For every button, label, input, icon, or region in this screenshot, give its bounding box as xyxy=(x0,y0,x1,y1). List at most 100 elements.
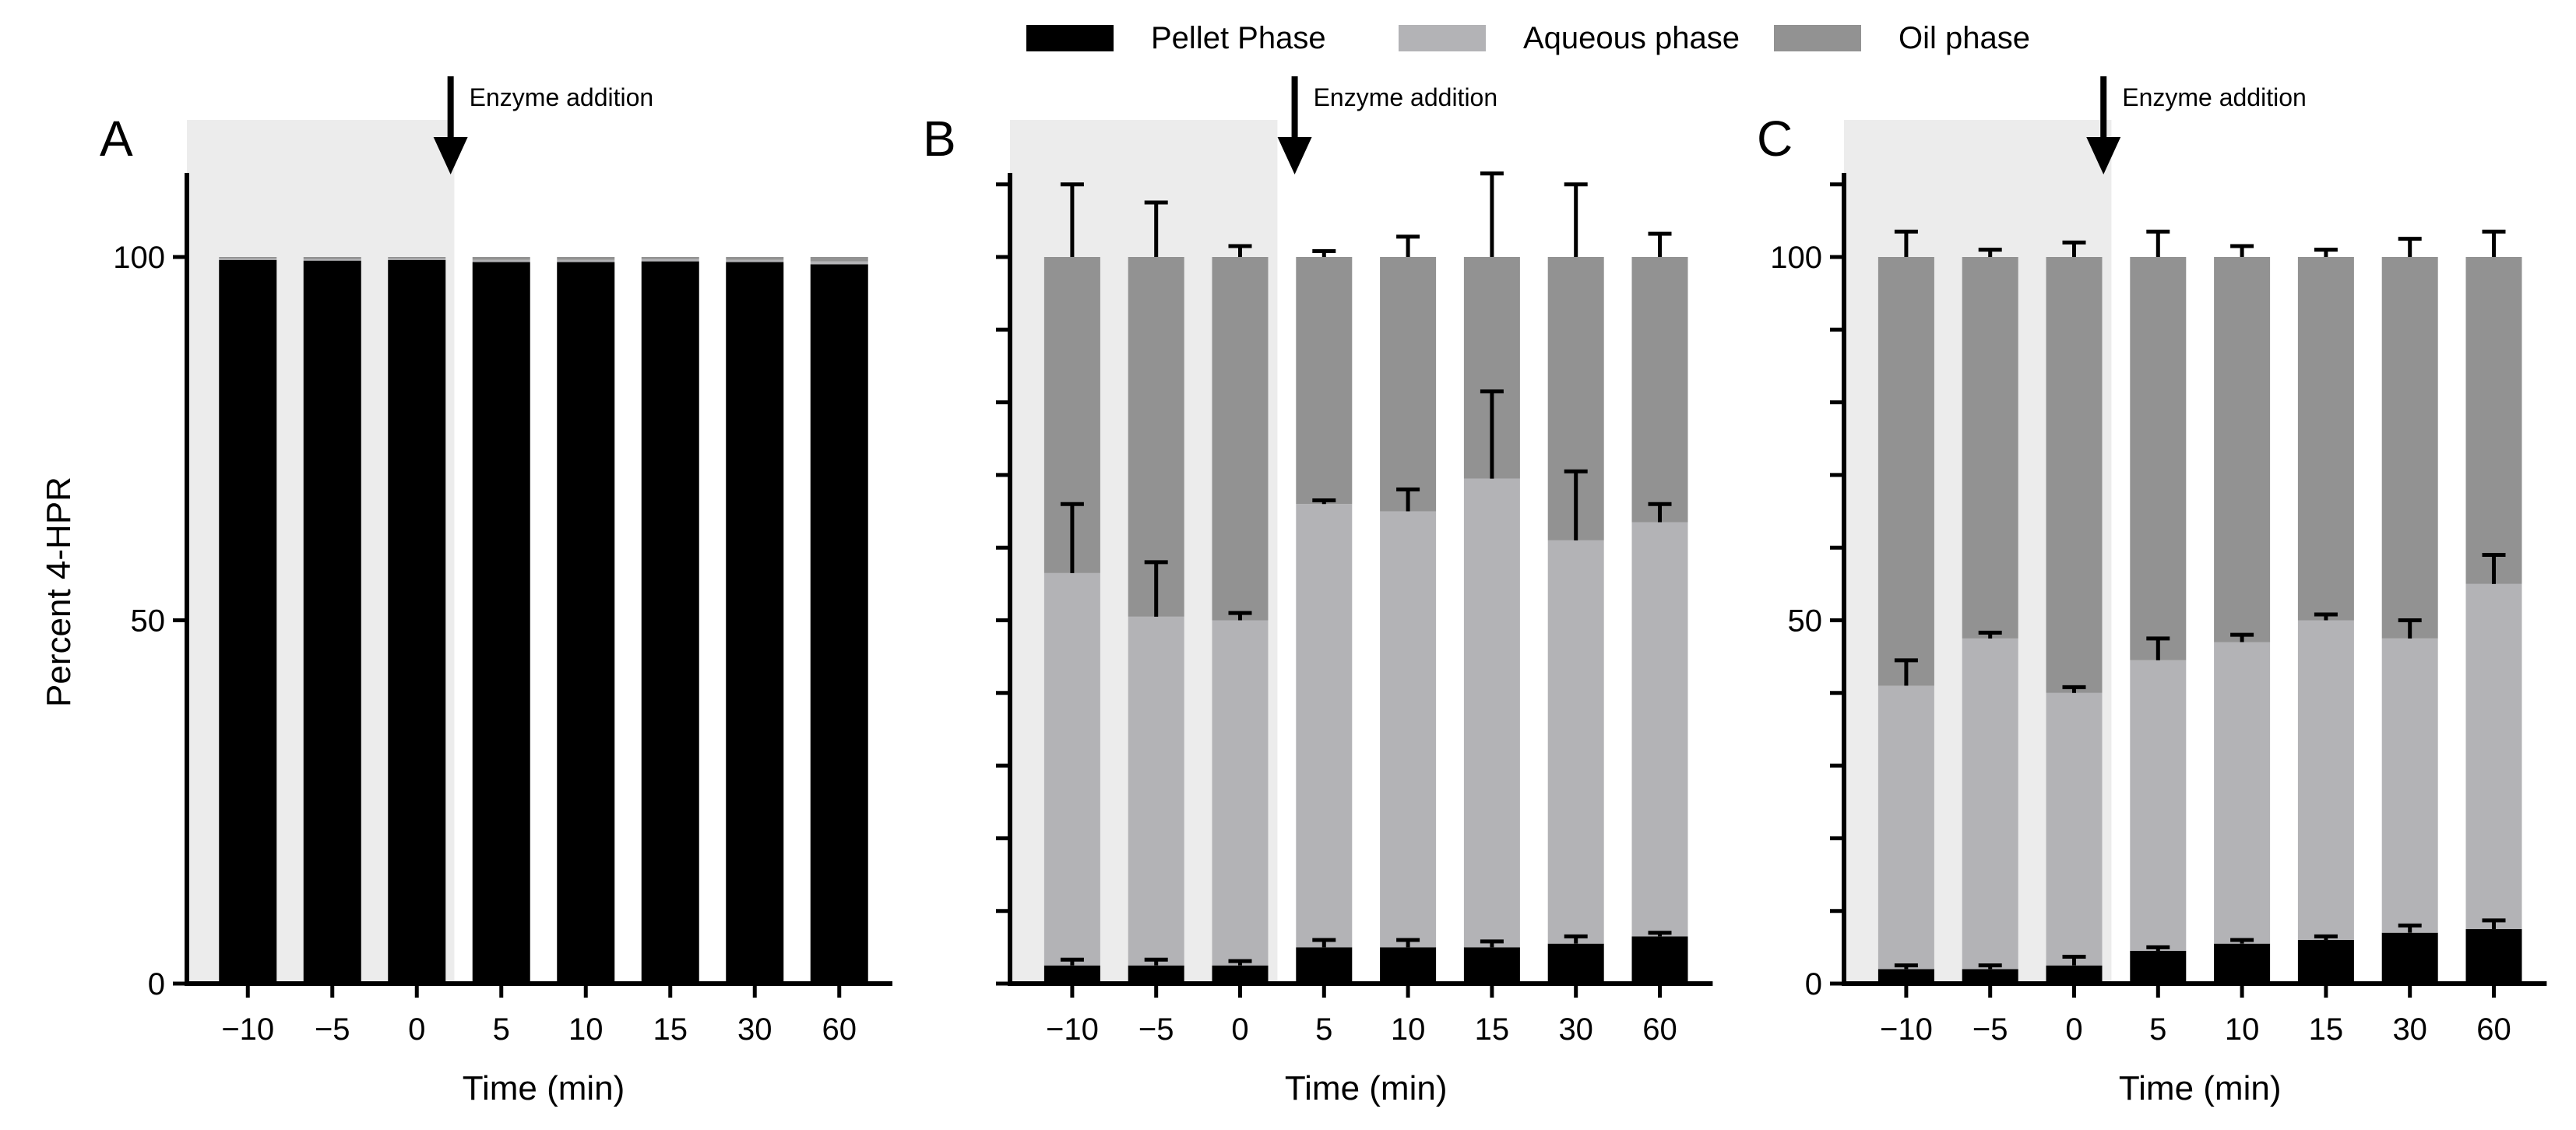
x-tick-label: 0 xyxy=(408,1012,425,1047)
bar-pellet-phase xyxy=(1128,965,1184,984)
bar-pellet-phase xyxy=(1212,965,1269,984)
bar-aqueous-phase xyxy=(2297,620,2354,941)
bar-pellet-phase xyxy=(1877,969,1934,984)
bar-aqueous-phase xyxy=(1296,504,1353,948)
bar-pellet-phase xyxy=(2381,932,2438,984)
y-tick-label: 0 xyxy=(148,967,165,1002)
bar-pellet-phase xyxy=(557,262,615,984)
bar-aqueous-phase xyxy=(810,261,868,265)
y-axis-title: Percent 4-HPR xyxy=(40,477,78,707)
bar-aqueous-phase xyxy=(2465,583,2522,930)
bar-pellet-phase xyxy=(1380,947,1437,984)
bar-oil-phase xyxy=(2130,257,2187,660)
enzyme-arrow-head xyxy=(2086,137,2121,174)
bar-pellet-phase xyxy=(303,260,361,984)
bar-oil-phase xyxy=(472,257,530,260)
bar-aqueous-phase xyxy=(1962,638,2018,970)
bar-aqueous-phase xyxy=(557,259,615,262)
bar-oil-phase xyxy=(557,257,615,260)
bar-oil-phase xyxy=(2214,257,2271,642)
bar-aqueous-phase xyxy=(1877,685,1934,970)
enzyme-arrow-head xyxy=(433,137,468,174)
panel-c: 0 50 100 −10 −5 0 5 10 15 30 60 Time (min) C Enzyme a… xyxy=(1757,76,2547,1107)
bar-pellet-phase xyxy=(1463,947,1520,984)
bar-aqueous-phase xyxy=(726,259,784,262)
bar-oil-phase xyxy=(1877,257,1934,686)
x-tick-label: 0 xyxy=(2065,1012,2082,1047)
panel-a: 0 50 100 −10 −5 0 5 10 15 30 60 Time (min) Percent 4… xyxy=(40,76,892,1107)
bar-oil-phase xyxy=(2046,257,2103,693)
legend: Pellet Phase Aqueous phase Oil phase xyxy=(1026,21,2030,55)
y-tick-label: 100 xyxy=(1770,241,1822,275)
panel-b: −10 −5 0 5 10 15 30 60 Time (min) B Enzyme additio… xyxy=(923,76,1713,1107)
bar-pellet-phase xyxy=(641,261,699,984)
bar-aqueous-phase xyxy=(1631,522,1688,937)
x-tick-label: 5 xyxy=(2149,1012,2166,1047)
x-tick-label: 30 xyxy=(1558,1012,1593,1047)
legend-label: Pellet Phase xyxy=(1151,21,1326,55)
legend-swatch-3 xyxy=(1774,25,1861,51)
bar-aqueous-phase xyxy=(2214,642,2271,944)
bar-pellet-phase xyxy=(472,262,530,984)
x-tick-label: −5 xyxy=(315,1012,350,1047)
x-tick-label: 15 xyxy=(653,1012,688,1047)
bar-aqueous-phase xyxy=(2130,660,2187,952)
x-tick-label: 30 xyxy=(737,1012,772,1047)
x-tick-label: −10 xyxy=(1880,1012,1933,1047)
bar-oil-phase xyxy=(219,257,277,259)
x-tick-label: 10 xyxy=(1391,1012,1426,1047)
bar-aqueous-phase xyxy=(1463,478,1520,948)
bar-aqueous-phase xyxy=(219,258,277,260)
x-axis-title: Time (min) xyxy=(463,1069,625,1107)
x-tick-label: 60 xyxy=(1642,1012,1677,1047)
y-tick-label: 50 xyxy=(131,604,166,639)
bar-pellet-phase xyxy=(219,259,277,984)
bar-aqueous-phase xyxy=(2381,638,2438,933)
bar-pellet-phase xyxy=(1547,943,1604,984)
x-tick-label: −10 xyxy=(221,1012,274,1047)
x-tick-label: 15 xyxy=(1475,1012,1510,1047)
x-tick-label: 0 xyxy=(1231,1012,1248,1047)
bar-pellet-phase xyxy=(810,264,868,984)
bar-pellet-phase xyxy=(2214,943,2271,984)
bar-pellet-phase xyxy=(388,259,446,984)
x-tick-label: −5 xyxy=(1138,1012,1174,1047)
bar-oil-phase xyxy=(2381,257,2438,639)
y-tick-label: 100 xyxy=(113,241,165,275)
bar-oil-phase xyxy=(1128,257,1184,617)
bar-oil-phase xyxy=(1212,257,1269,621)
bar-aqueous-phase xyxy=(472,259,530,262)
legend-swatch-2 xyxy=(1399,25,1486,51)
bar-pellet-phase xyxy=(2130,951,2187,984)
x-tick-label: 60 xyxy=(2476,1012,2511,1047)
bar-aqueous-phase xyxy=(1380,511,1437,948)
bar-aqueous-phase xyxy=(641,259,699,262)
panel-label: B xyxy=(923,111,956,167)
bar-pellet-phase xyxy=(2465,929,2522,984)
bar-oil-phase xyxy=(303,257,361,259)
bar-aqueous-phase xyxy=(1043,572,1100,966)
bar-aqueous-phase xyxy=(1547,540,1604,944)
panel-label: C xyxy=(1757,111,1793,167)
bar-oil-phase xyxy=(641,257,699,259)
bar-pellet-phase xyxy=(2046,965,2103,984)
x-tick-label: 15 xyxy=(2309,1012,2344,1047)
bar-oil-phase xyxy=(2465,257,2522,584)
enzyme-arrow-head xyxy=(1277,137,1312,174)
bar-oil-phase xyxy=(1296,257,1353,505)
y-tick-label: 0 xyxy=(1805,967,1822,1002)
bar-oil-phase xyxy=(1962,257,2018,639)
bar-aqueous-phase xyxy=(303,259,361,261)
bar-oil-phase xyxy=(726,257,784,260)
bar-oil-phase xyxy=(1380,257,1437,512)
legend-label: Oil phase xyxy=(1899,21,2030,55)
enzyme-addition-label: Enzyme addition xyxy=(2122,83,2307,111)
y-tick-label: 50 xyxy=(1788,604,1823,639)
bar-pellet-phase xyxy=(1296,947,1353,984)
bar-pellet-phase xyxy=(1962,969,2018,984)
bar-oil-phase xyxy=(2297,257,2354,621)
bar-pellet-phase xyxy=(726,262,784,984)
x-axis-title: Time (min) xyxy=(2119,1069,2282,1107)
x-tick-label: 10 xyxy=(568,1012,604,1047)
